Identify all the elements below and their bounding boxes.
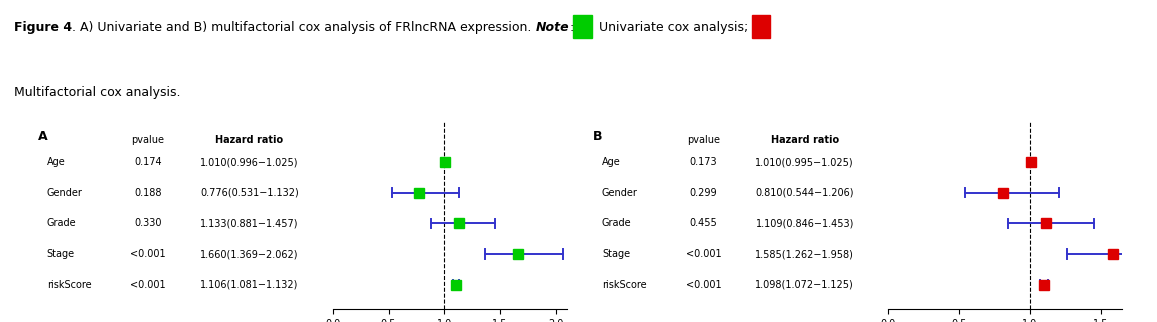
Text: 1.010(0.995−1.025): 1.010(0.995−1.025): [756, 157, 854, 167]
Text: 0.173: 0.173: [690, 157, 717, 167]
Text: 1.660(1.369−2.062): 1.660(1.369−2.062): [200, 249, 299, 259]
FancyBboxPatch shape: [573, 15, 591, 38]
Text: 0.188: 0.188: [134, 188, 162, 198]
Text: A: A: [38, 130, 47, 143]
Text: Figure 4: Figure 4: [14, 22, 72, 34]
Text: riskScore: riskScore: [602, 279, 647, 289]
Text: 0.776(0.531−1.132): 0.776(0.531−1.132): [200, 188, 299, 198]
Text: Stage: Stage: [602, 249, 631, 259]
Text: 1.098(1.072−1.125): 1.098(1.072−1.125): [756, 279, 854, 289]
Text: 1.010(0.996−1.025): 1.010(0.996−1.025): [200, 157, 299, 167]
Text: Gender: Gender: [602, 188, 638, 198]
Text: Grade: Grade: [46, 218, 76, 228]
Text: Stage: Stage: [46, 249, 75, 259]
Text: riskScore: riskScore: [46, 279, 91, 289]
Text: 0.330: 0.330: [134, 218, 162, 228]
Text: Age: Age: [602, 157, 621, 167]
FancyBboxPatch shape: [752, 15, 771, 38]
Text: <0.001: <0.001: [130, 279, 165, 289]
Text: <0.001: <0.001: [685, 279, 721, 289]
Text: Grade: Grade: [602, 218, 632, 228]
Text: Gender: Gender: [46, 188, 82, 198]
Text: Multifactorial cox analysis.: Multifactorial cox analysis.: [14, 86, 180, 99]
Text: Hazard ratio: Hazard ratio: [771, 135, 839, 145]
Text: 0.299: 0.299: [690, 188, 717, 198]
Text: 0.174: 0.174: [134, 157, 162, 167]
Text: pvalue: pvalue: [687, 135, 720, 145]
Text: Univariate cox analysis;: Univariate cox analysis;: [595, 22, 749, 34]
Text: <0.001: <0.001: [685, 249, 721, 259]
Text: 1.109(0.846−1.453): 1.109(0.846−1.453): [756, 218, 854, 228]
Text: Age: Age: [46, 157, 66, 167]
Text: 0.455: 0.455: [690, 218, 717, 228]
Text: Note: Note: [536, 22, 569, 34]
Text: 1.133(0.881−1.457): 1.133(0.881−1.457): [200, 218, 299, 228]
Text: B: B: [594, 130, 603, 143]
Text: :: :: [569, 22, 573, 34]
Text: <0.001: <0.001: [130, 249, 165, 259]
Text: 1.106(1.081−1.132): 1.106(1.081−1.132): [200, 279, 299, 289]
Text: 0.810(0.544−1.206): 0.810(0.544−1.206): [756, 188, 854, 198]
Text: . A) Univariate and B) multifactorial cox analysis of FRlncRNA expression.: . A) Univariate and B) multifactorial co…: [72, 22, 536, 34]
Text: Hazard ratio: Hazard ratio: [215, 135, 283, 145]
Text: pvalue: pvalue: [132, 135, 164, 145]
Text: 1.585(1.262−1.958): 1.585(1.262−1.958): [756, 249, 854, 259]
